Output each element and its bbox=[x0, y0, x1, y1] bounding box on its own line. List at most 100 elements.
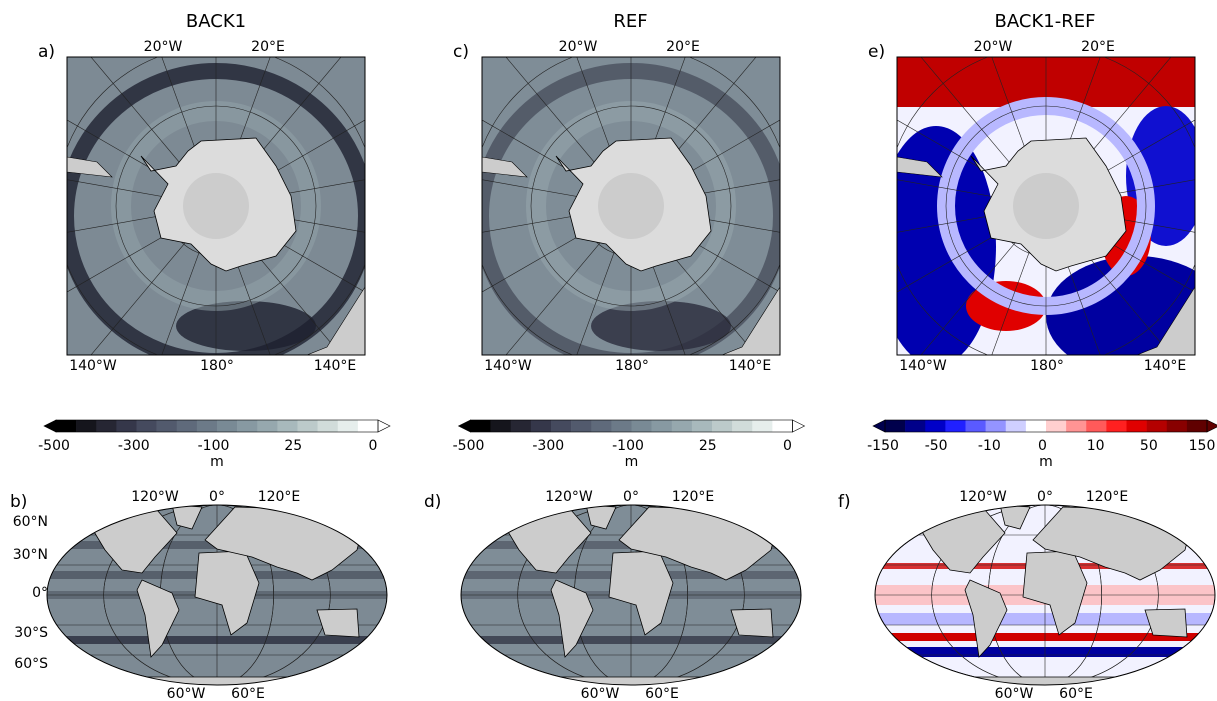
colorbar-segment bbox=[177, 420, 197, 432]
global-map bbox=[42, 504, 392, 690]
pole-cap bbox=[1013, 173, 1079, 239]
lon-label: 20°E bbox=[1081, 39, 1115, 55]
colorbar-segment bbox=[632, 420, 652, 432]
colorbar-segment bbox=[1006, 420, 1026, 432]
colorbar-segment bbox=[237, 420, 257, 432]
lon-label: 20°W bbox=[144, 39, 183, 55]
polar-map bbox=[790, 0, 1217, 466]
pole-cap bbox=[598, 173, 664, 239]
continent bbox=[456, 677, 806, 690]
colorbar-segment bbox=[945, 420, 965, 432]
lon-label: 120°W bbox=[131, 489, 179, 505]
lat-label: 30°N bbox=[13, 547, 48, 563]
colorbar-segment bbox=[298, 420, 318, 432]
colorbar-unit: m bbox=[1039, 454, 1053, 470]
colorbar-tick-label: -100 bbox=[612, 438, 644, 454]
colorbar-segment bbox=[551, 420, 571, 432]
lon-label: 120°E bbox=[1086, 489, 1129, 505]
colorbar-tick-label: -50 bbox=[925, 438, 948, 454]
colorbar-segment bbox=[56, 420, 76, 432]
colorbar-extend bbox=[1207, 420, 1217, 432]
continent bbox=[42, 677, 392, 690]
lon-label: 60°W bbox=[581, 686, 620, 701]
lon-label: 20°E bbox=[666, 39, 700, 55]
lon-label: 60°W bbox=[167, 686, 206, 701]
lat-label: 60°S bbox=[14, 656, 48, 672]
panel-label: f) bbox=[838, 492, 851, 512]
lon-label: 0° bbox=[623, 489, 639, 505]
colorbar-unit: m bbox=[210, 454, 224, 470]
colorbar-segment bbox=[511, 420, 531, 432]
lat-label: 0° bbox=[32, 585, 48, 601]
colorbar-segment bbox=[611, 420, 631, 432]
colorbar-segment bbox=[652, 420, 672, 432]
colorbar-segment bbox=[752, 420, 772, 432]
colorbar-segment bbox=[571, 420, 591, 432]
colorbar-tick-label: 25 bbox=[284, 438, 302, 454]
colorbar-segment bbox=[1147, 420, 1167, 432]
lon-label: 140°W bbox=[484, 358, 532, 374]
lon-label: 180° bbox=[1030, 358, 1064, 374]
colorbar-unit: m bbox=[625, 454, 639, 470]
lon-label: 120°W bbox=[959, 489, 1007, 505]
colorbar-segment bbox=[277, 420, 297, 432]
lon-label: 140°W bbox=[69, 358, 117, 374]
colorbar-segment bbox=[672, 420, 692, 432]
anomaly bbox=[876, 126, 996, 366]
colorbar-segment bbox=[1086, 420, 1106, 432]
lon-label: 120°W bbox=[545, 489, 593, 505]
colorbar-segment bbox=[1167, 420, 1187, 432]
colorbar-tick-label: -500 bbox=[453, 438, 485, 454]
colorbar-segment bbox=[986, 420, 1006, 432]
lon-label: 20°E bbox=[251, 39, 285, 55]
colorbar-extend bbox=[873, 420, 885, 432]
lon-label: 60°E bbox=[1059, 686, 1093, 701]
colorbar-segment bbox=[905, 420, 925, 432]
lon-label: 120°E bbox=[258, 489, 301, 505]
colorbar-segment bbox=[925, 420, 945, 432]
colorbar-segment bbox=[76, 420, 96, 432]
colorbar-segment bbox=[732, 420, 752, 432]
colorbar-segment bbox=[531, 420, 551, 432]
lon-label: 60°W bbox=[995, 686, 1034, 701]
colorbar-segment bbox=[217, 420, 237, 432]
colorbar-tick-label: 0 bbox=[369, 438, 378, 454]
colorbar-segment bbox=[1106, 420, 1126, 432]
colorbar-tick-label: 0 bbox=[1038, 438, 1047, 454]
polar-map bbox=[375, 0, 887, 466]
panel-title: BACK1-REF bbox=[995, 11, 1096, 32]
lat-label: 60°N bbox=[13, 514, 48, 530]
colorbar-segment bbox=[772, 420, 792, 432]
lon-label: 140°E bbox=[729, 358, 772, 374]
colorbar-segment bbox=[1066, 420, 1086, 432]
panel-label: b) bbox=[10, 492, 27, 512]
colorbar-extend bbox=[459, 420, 471, 432]
colorbar-segment bbox=[591, 420, 611, 432]
figure: BACK1a)20°W20°E140°W180°140°E-500-300-10… bbox=[0, 0, 1217, 701]
colorbar-tick-label: 25 bbox=[699, 438, 717, 454]
panel-label: c) bbox=[453, 42, 469, 62]
lat-label: 30°S bbox=[14, 625, 48, 641]
continent bbox=[870, 677, 1217, 690]
colorbar-segment bbox=[96, 420, 116, 432]
lon-label: 60°E bbox=[645, 686, 679, 701]
colorbar-segment bbox=[491, 420, 511, 432]
colorbar-extend bbox=[793, 420, 805, 432]
colorbar-segment bbox=[1046, 420, 1066, 432]
colorbar-tick-label: 150 bbox=[1189, 438, 1216, 454]
lon-label: 180° bbox=[200, 358, 234, 374]
colorbar-segment bbox=[885, 420, 905, 432]
lon-label: 0° bbox=[209, 489, 225, 505]
colorbar-segment bbox=[197, 420, 217, 432]
colorbar-segment bbox=[318, 420, 338, 432]
lon-label: 60°E bbox=[231, 686, 265, 701]
colorbar-tick-label: -300 bbox=[532, 438, 564, 454]
panel-title: REF bbox=[613, 11, 647, 32]
lon-label: 140°E bbox=[1144, 358, 1187, 374]
colorbar-tick-label: 10 bbox=[1087, 438, 1105, 454]
lon-label: 120°E bbox=[672, 489, 715, 505]
colorbar-tick-label: 0 bbox=[783, 438, 792, 454]
colorbar-segment bbox=[338, 420, 358, 432]
colorbar-segment bbox=[257, 420, 277, 432]
panel-label: e) bbox=[868, 42, 885, 62]
